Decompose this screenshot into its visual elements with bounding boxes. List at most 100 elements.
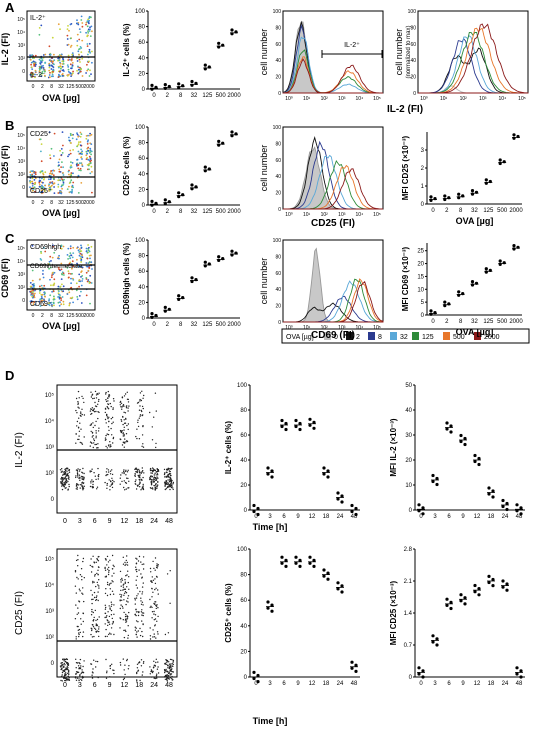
flowD2-event: [78, 601, 81, 603]
flowD1-event: [141, 434, 144, 436]
flowD1-event: [91, 485, 93, 488]
flowD2-event: [93, 659, 95, 661]
flowD2-event: [172, 663, 174, 666]
data-point: [505, 588, 509, 592]
flowD2-event: [169, 658, 172, 661]
flow-C-event: [76, 298, 79, 301]
flowD2-event: [125, 559, 128, 562]
flowD2-event: [123, 599, 125, 601]
flowD1-event: [68, 476, 70, 479]
flowD1-event: [105, 393, 107, 395]
y-tick-label: 40: [405, 408, 412, 414]
flowD2-event: [157, 672, 160, 674]
flowD2-event: [168, 671, 170, 673]
x-tick-label: 18: [488, 681, 495, 687]
hist-y-tick: 80: [275, 25, 281, 31]
data-point: [505, 582, 509, 586]
flow-A-event: [87, 30, 89, 32]
flowD2-event: [141, 593, 143, 595]
hist-y-tick: 80: [275, 254, 281, 260]
flowD-xtick: 24: [150, 518, 158, 525]
flow-B-event: [50, 170, 53, 172]
flowD2-event: [122, 589, 124, 591]
data-point: [280, 418, 284, 423]
flowD2-event: [93, 562, 96, 564]
flowD1-event: [120, 406, 122, 408]
flowD2-event: [171, 671, 173, 673]
flow-A-event: [86, 63, 88, 66]
flowD1-event: [89, 424, 92, 426]
flow-C-event: [80, 276, 82, 278]
flowD2-event: [126, 561, 128, 564]
flowD1-event: [76, 420, 79, 423]
legend-swatch: [346, 332, 353, 340]
flowD1-event: [107, 390, 110, 393]
flow-C-event: [40, 252, 43, 255]
flowD1-event: [104, 411, 107, 414]
flowD2-event: [75, 592, 78, 594]
flowD2-event: [75, 679, 78, 681]
data-point: [417, 672, 421, 676]
flow-box-D1: [56, 384, 178, 514]
flow-B-event: [77, 167, 80, 170]
flowD2-event: [106, 615, 108, 617]
flow-A-event: [61, 73, 64, 75]
flow-B-event: [90, 150, 93, 153]
x-tick-label: 125: [202, 93, 213, 99]
flowD1-event: [119, 401, 121, 404]
flowD2-event: [82, 612, 84, 614]
flow-B-event: [68, 136, 70, 139]
flowD2-event: [169, 570, 171, 572]
flow-B-event: [79, 135, 82, 138]
flow-ytick: 0: [22, 69, 25, 75]
x-tick-label: 0: [152, 322, 156, 328]
flow-C-event: [59, 301, 61, 303]
flow-A-event: [89, 28, 91, 31]
flowD1-event: [90, 482, 92, 484]
flowD2-event: [164, 675, 166, 678]
y-tick-label: 1: [421, 184, 425, 190]
hist-y-tick: 80: [275, 141, 281, 147]
flow-A-event: [53, 53, 55, 56]
flow-A-event: [89, 69, 91, 72]
flowD1-event: [105, 445, 107, 448]
flow-B-event: [88, 155, 91, 158]
flow-C-event: [57, 292, 60, 295]
flow-B-event: [33, 186, 36, 189]
flow-C-event: [49, 294, 52, 297]
data-point: [230, 130, 234, 134]
flow-B-event: [79, 141, 82, 143]
x-tick-label: 500: [497, 319, 508, 325]
flow-B-event: [57, 161, 60, 164]
flow-A-event: [38, 27, 41, 29]
hist-x-tick: 10⁰: [420, 96, 428, 102]
flowD2-event: [108, 623, 111, 625]
flowD2-event: [157, 666, 159, 668]
flow-ytick: 0: [22, 298, 25, 304]
flowD1-event: [139, 486, 141, 488]
flowD1-event: [80, 412, 82, 415]
flowD2-event: [157, 564, 159, 566]
x-tick-label: 6: [447, 514, 451, 520]
data-point: [280, 561, 284, 565]
flow-A-event: [85, 31, 87, 34]
flowD2-event: [76, 576, 78, 579]
flowD2-event: [124, 673, 126, 676]
flowD2-event: [154, 582, 157, 585]
flowD1-event: [75, 475, 77, 477]
flow-C-event: [48, 298, 51, 301]
flowD2-event: [63, 670, 65, 673]
flow-B-event: [68, 173, 70, 176]
data-point: [501, 585, 505, 589]
flow-B-event: [80, 156, 82, 159]
flowD1-event: [139, 392, 142, 394]
flow-A-event: [48, 45, 51, 48]
flowD1-event: [172, 481, 175, 484]
flow-A-event: [51, 65, 54, 68]
flowD1-event: [83, 485, 86, 487]
data-point: [459, 599, 463, 603]
flow-ytick: 10⁵: [17, 133, 25, 139]
flowD1-event: [140, 478, 142, 480]
x-tick-label: 18: [323, 681, 330, 687]
